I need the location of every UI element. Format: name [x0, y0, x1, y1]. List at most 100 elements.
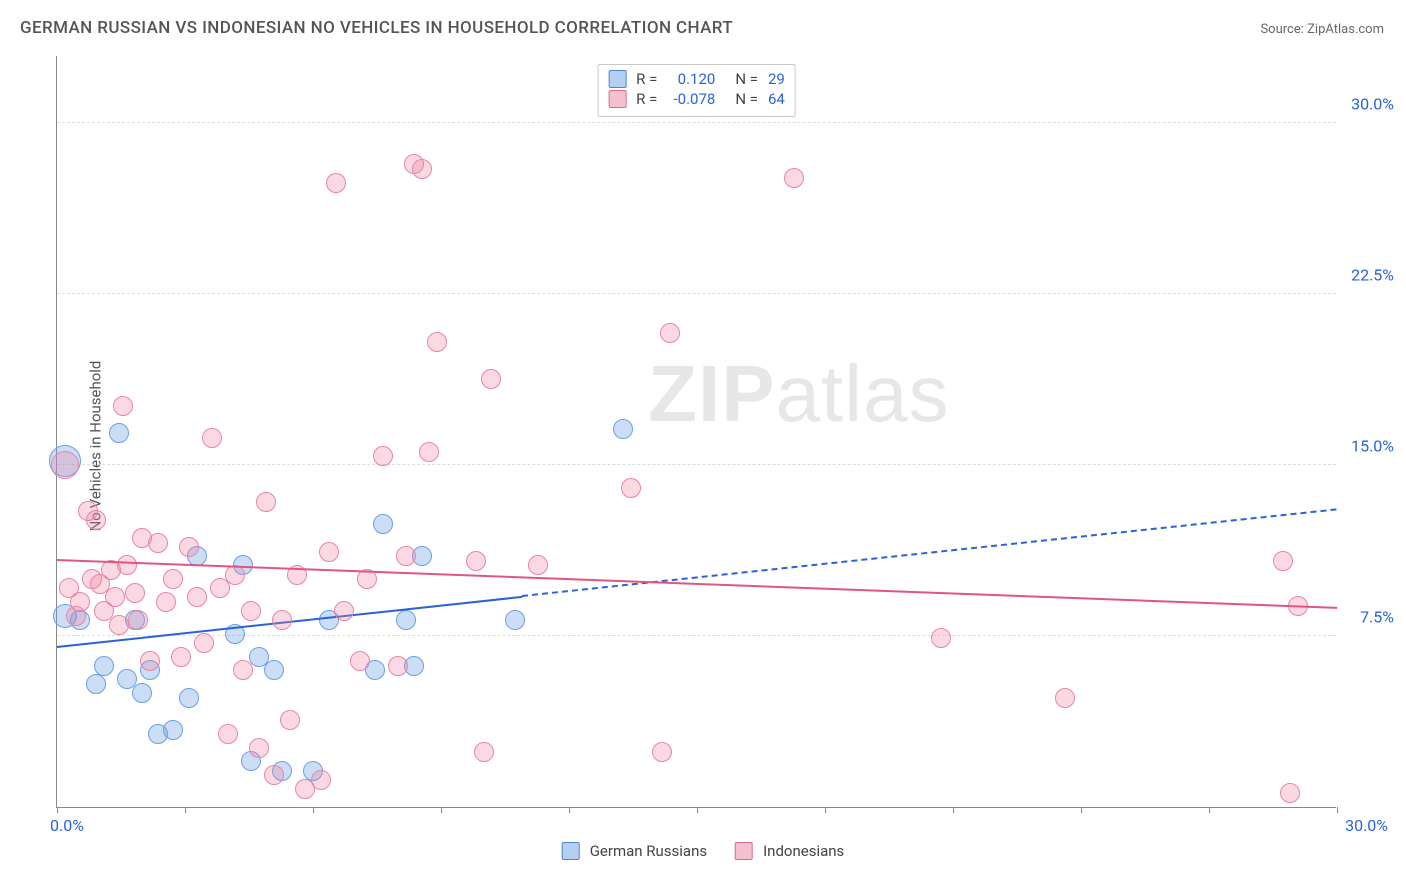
- watermark: ZIPatlas: [648, 348, 949, 440]
- scatter-point: [202, 428, 222, 448]
- scatter-point: [419, 442, 439, 462]
- stats-row-blue: R = 0.120 N = 29: [608, 69, 785, 89]
- x-tick: [57, 807, 58, 813]
- scatter-point: [233, 660, 253, 680]
- scatter-point: [388, 656, 408, 676]
- chart-title: GERMAN RUSSIAN VS INDONESIAN NO VEHICLES…: [20, 18, 733, 38]
- scatter-point: [51, 451, 79, 479]
- scatter-point: [249, 738, 269, 758]
- scatter-point: [264, 660, 284, 680]
- scatter-point: [466, 551, 486, 571]
- legend-label-pink: Indonesians: [763, 842, 844, 860]
- stat-n-label-blue: N =: [735, 69, 758, 89]
- scatter-point: [86, 510, 106, 530]
- legend-swatch-blue: [562, 842, 580, 860]
- source-attribution: Source: ZipAtlas.com: [1260, 22, 1384, 37]
- legend-label-blue: German Russians: [590, 842, 707, 860]
- scatter-point: [179, 688, 199, 708]
- swatch-pink: [608, 90, 626, 108]
- scatter-point: [272, 610, 292, 630]
- scatter-point: [94, 656, 114, 676]
- scatter-point: [241, 601, 261, 621]
- scatter-point: [1273, 551, 1293, 571]
- x-axis-end-label: 30.0%: [1345, 816, 1388, 835]
- scatter-point: [412, 159, 432, 179]
- scatter-point: [163, 720, 183, 740]
- legend: German Russians Indonesians: [562, 816, 845, 886]
- scatter-point: [373, 446, 393, 466]
- scatter-point: [113, 396, 133, 416]
- scatter-point: [86, 674, 106, 694]
- stat-r-label-blue: R =: [636, 69, 657, 89]
- scatter-point: [373, 514, 393, 534]
- scatter-point: [427, 332, 447, 352]
- scatter-point: [505, 610, 525, 630]
- swatch-blue: [608, 70, 626, 88]
- stat-n-value-pink: 64: [768, 89, 785, 109]
- scatter-point: [194, 633, 214, 653]
- grid-line: [57, 464, 1336, 465]
- scatter-point: [334, 601, 354, 621]
- scatter-point: [326, 173, 346, 193]
- grid-line: [57, 635, 1336, 636]
- scatter-point: [311, 770, 331, 790]
- x-tick: [953, 807, 954, 813]
- scatter-point: [187, 587, 207, 607]
- y-tick-label: 15.0%: [1351, 437, 1394, 456]
- stat-r-value-pink: -0.078: [667, 89, 715, 109]
- stat-r-label-pink: R =: [636, 89, 657, 109]
- scatter-point: [128, 610, 148, 630]
- x-tick: [1337, 807, 1338, 813]
- scatter-point: [218, 724, 238, 744]
- scatter-point: [660, 323, 680, 343]
- scatter-point: [163, 569, 183, 589]
- scatter-point: [528, 555, 548, 575]
- stat-n-label-pink: N =: [735, 89, 758, 109]
- stats-box: R = 0.120 N = 29 R = -0.078 N = 64: [597, 64, 796, 117]
- scatter-point: [264, 765, 284, 785]
- scatter-point: [784, 168, 804, 188]
- y-tick-label: 30.0%: [1351, 95, 1394, 114]
- y-tick-label: 22.5%: [1351, 266, 1394, 285]
- scatter-point: [613, 419, 633, 439]
- scatter-point: [109, 615, 129, 635]
- x-tick: [185, 807, 186, 813]
- stat-n-value-blue: 29: [768, 69, 785, 89]
- x-tick: [825, 807, 826, 813]
- x-tick: [697, 807, 698, 813]
- scatter-point: [931, 628, 951, 648]
- scatter-point: [156, 592, 176, 612]
- watermark-rest: atlas: [776, 349, 950, 438]
- watermark-bold: ZIP: [648, 349, 775, 438]
- source-value: ZipAtlas.com: [1307, 22, 1384, 37]
- legend-item-pink: Indonesians: [735, 816, 844, 886]
- scatter-point: [125, 583, 145, 603]
- y-tick-label: 7.5%: [1360, 608, 1394, 627]
- scatter-point: [105, 587, 125, 607]
- scatter-point: [109, 423, 129, 443]
- source-label: Source:: [1260, 22, 1303, 37]
- scatter-point: [210, 578, 230, 598]
- scatter-point: [1055, 688, 1075, 708]
- scatter-point: [396, 546, 416, 566]
- scatter-point: [1280, 783, 1300, 803]
- x-tick: [569, 807, 570, 813]
- x-axis-start-label: 0.0%: [50, 816, 84, 835]
- scatter-point: [481, 369, 501, 389]
- scatter-point: [280, 710, 300, 730]
- legend-swatch-pink: [735, 842, 753, 860]
- grid-line: [57, 122, 1336, 123]
- stat-r-value-blue: 0.120: [667, 69, 715, 89]
- scatter-point: [132, 683, 152, 703]
- scatter-point: [396, 610, 416, 630]
- scatter-point: [117, 555, 137, 575]
- trend-line: [522, 509, 1337, 598]
- x-tick: [1209, 807, 1210, 813]
- scatter-point: [474, 742, 494, 762]
- scatter-point: [171, 647, 191, 667]
- legend-item-blue: German Russians: [562, 816, 707, 886]
- scatter-point: [652, 742, 672, 762]
- x-tick: [441, 807, 442, 813]
- scatter-point: [621, 478, 641, 498]
- scatter-point: [148, 533, 168, 553]
